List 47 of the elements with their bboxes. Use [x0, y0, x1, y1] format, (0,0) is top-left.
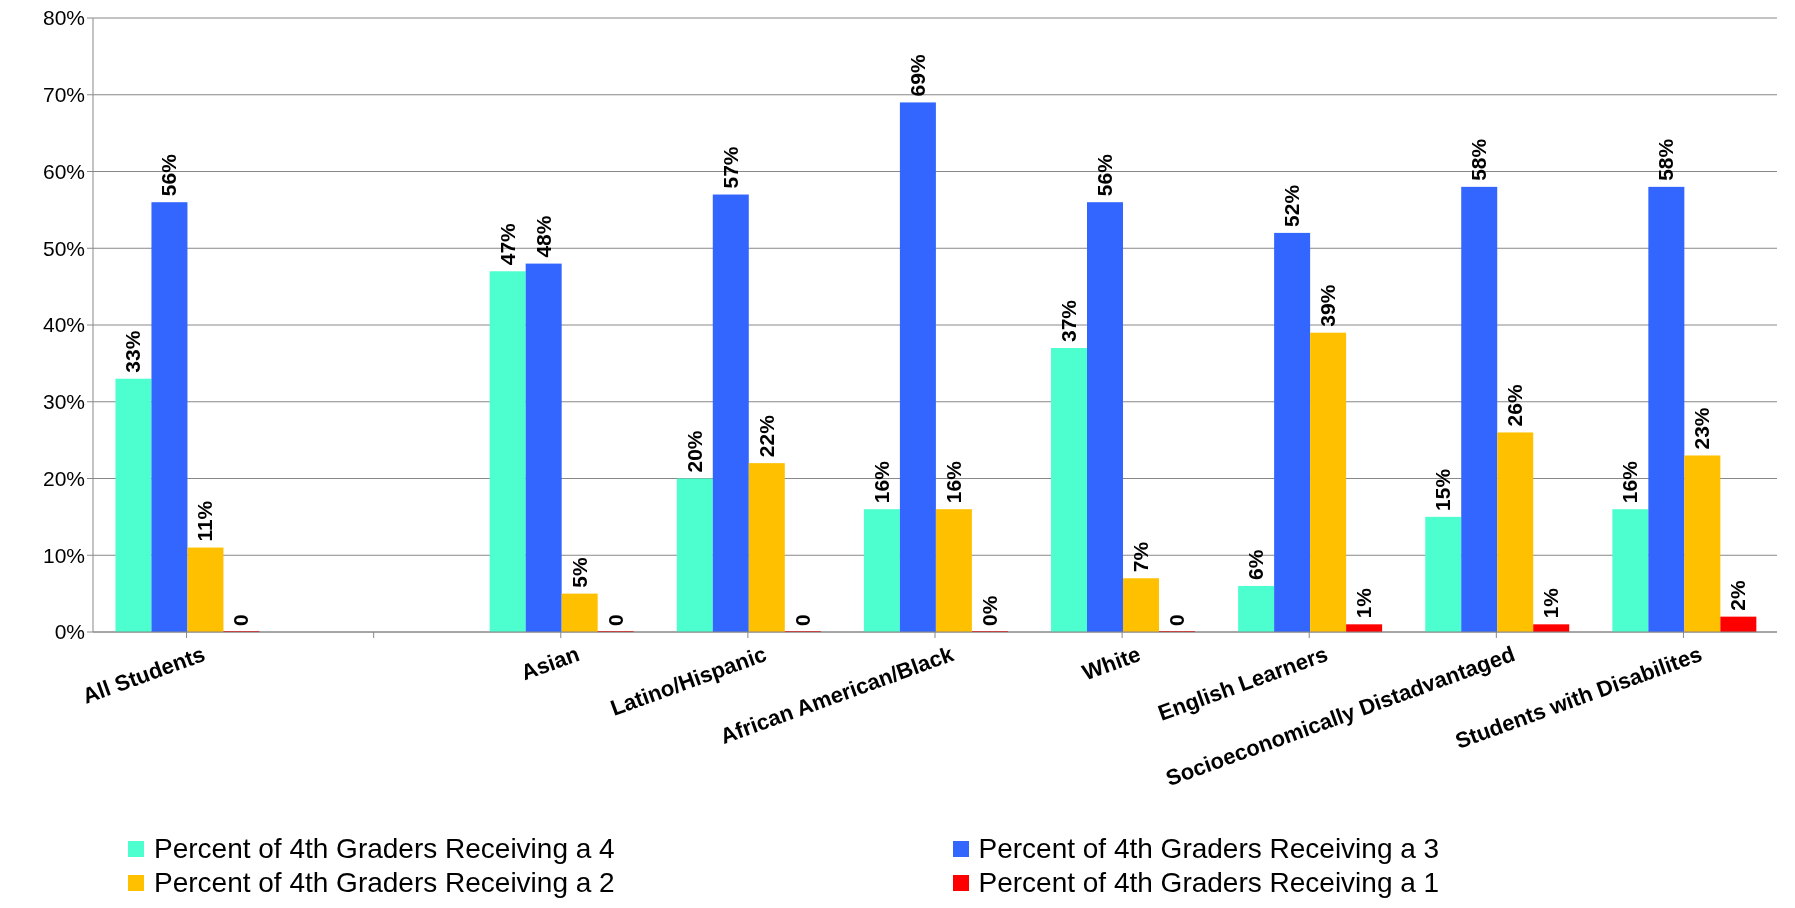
data-label: 22%	[754, 414, 778, 458]
data-label: 58%	[1654, 138, 1678, 181]
y-tick-label: 20%	[42, 466, 85, 490]
data-label: 6%	[1244, 549, 1268, 580]
data-label: 69%	[905, 54, 929, 97]
y-tick-label: 60%	[42, 159, 85, 183]
data-label: 1%	[1539, 587, 1563, 619]
data-label: 39%	[1316, 284, 1340, 327]
y-tick-label: 40%	[42, 313, 85, 337]
y-tick-label: 50%	[42, 236, 85, 260]
y-tick-label: 80%	[42, 6, 85, 30]
data-label: 33%	[121, 330, 145, 373]
data-label: 56%	[1093, 153, 1117, 197]
data-label: 2%	[1726, 579, 1750, 611]
data-label: 16%	[941, 460, 965, 504]
data-label: 48%	[531, 215, 555, 258]
x-tick-label: Asian	[517, 641, 583, 686]
data-label: 1%	[1352, 587, 1376, 619]
data-label: 47%	[495, 222, 519, 266]
y-tick-label: 0%	[54, 620, 85, 644]
data-label: 0	[1165, 614, 1189, 626]
data-label: 0	[790, 614, 814, 626]
data-label: 56%	[157, 153, 181, 197]
data-label: 11%	[193, 500, 217, 542]
legend-label: Percent of 4th Graders Receiving a 4	[154, 832, 615, 866]
data-label: 7%	[1129, 541, 1153, 573]
data-label: 23%	[1690, 407, 1714, 450]
y-tick-label: 70%	[42, 83, 85, 107]
data-label: 58%	[1467, 138, 1491, 181]
y-tick-label: 10%	[42, 543, 85, 567]
x-tick-label: White	[1078, 641, 1144, 686]
data-label: 0	[603, 614, 627, 626]
legend-label: Percent of 4th Graders Receiving a 3	[978, 832, 1440, 866]
data-label: 52%	[1280, 184, 1304, 227]
data-label: 16%	[869, 460, 893, 504]
data-label: 20%	[682, 430, 706, 473]
data-label: 15%	[1431, 468, 1455, 511]
data-label: 37%	[1057, 299, 1081, 343]
legend-label: Percent of 4th Graders Receiving a 1	[978, 866, 1440, 900]
y-tick-label: 30%	[42, 390, 85, 414]
data-label: 57%	[718, 146, 742, 189]
data-label: 0	[229, 614, 253, 626]
data-label: 0%	[977, 595, 1001, 626]
data-label: 5%	[567, 556, 591, 588]
data-label: 16%	[1618, 460, 1642, 504]
legend-label: Percent of 4th Graders Receiving a 2	[154, 866, 615, 900]
data-label: 26%	[1503, 384, 1527, 427]
